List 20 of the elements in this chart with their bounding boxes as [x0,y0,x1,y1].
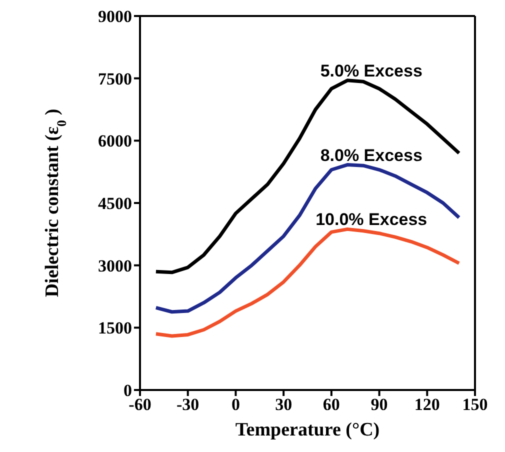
line-series [154,78,461,274]
x-tick-label: 150 [462,395,488,414]
x-tick-label: 0 [231,395,240,414]
x-tick-label: -30 [176,395,200,414]
y-tick-label: 6000 [98,132,132,151]
line-series [154,163,461,314]
y-tick-label: 9000 [98,7,132,26]
x-tick-label: 90 [370,395,388,414]
y-tick-label: 1500 [98,318,132,338]
series-label: 5.0% Excess [320,61,422,80]
x-axis-title: Temperature (°C) [235,419,380,440]
x-tick-label: 60 [322,395,340,414]
y-tick-label: 3000 [98,256,132,276]
y-tick-label: 7500 [98,69,132,88]
line-series [154,227,461,338]
x-tick-label: 120 [414,395,440,414]
series-label: 8.0% Excess [320,146,422,165]
series-label: 10.0% Excess [316,210,428,230]
y-tick-label: 4500 [98,194,132,214]
x-tick-label: 30 [275,395,292,414]
